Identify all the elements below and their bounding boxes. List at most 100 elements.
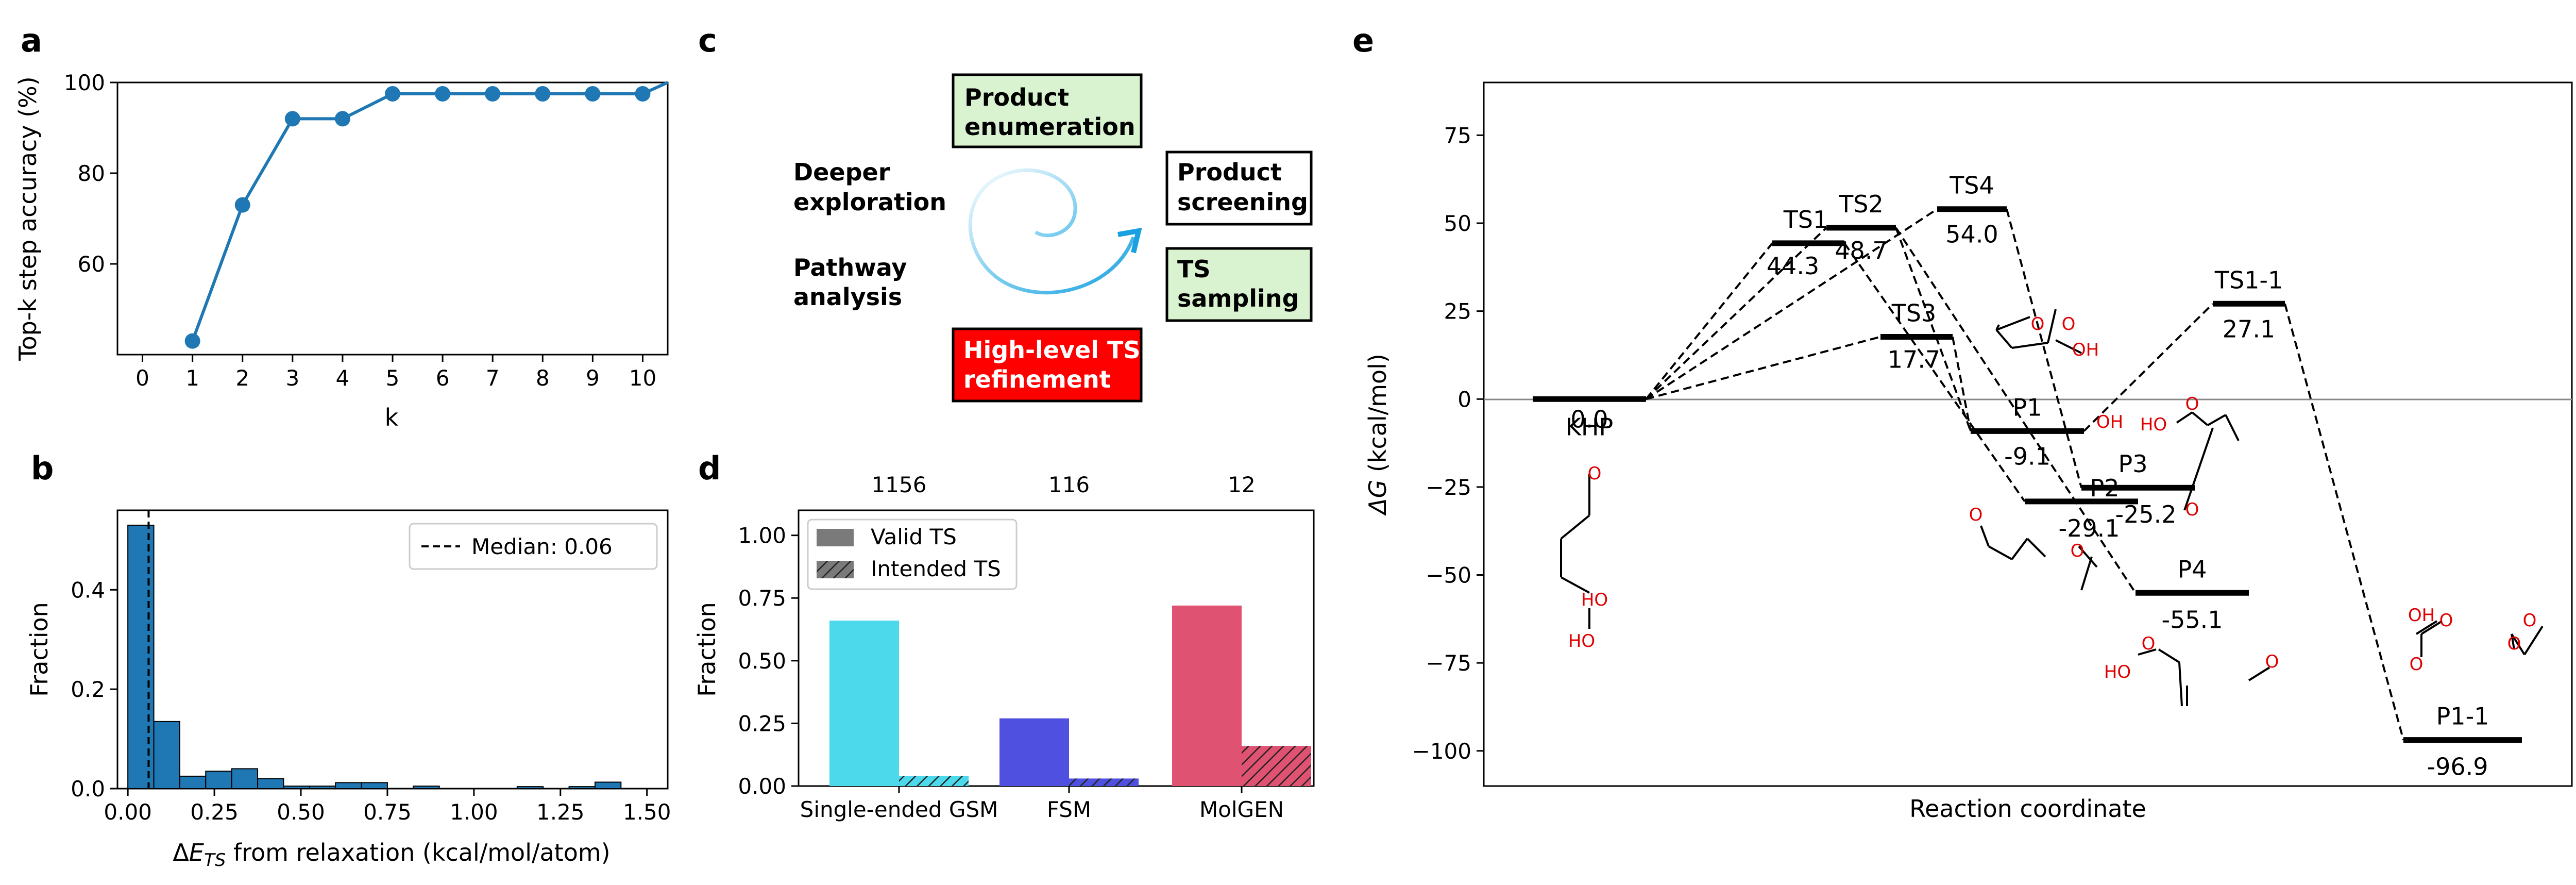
- y-tick-label: 75: [1444, 123, 1471, 148]
- panel-d-bar-chart: 0.00 0.25 0.50 0.75 1.00 Single-ended GSM 1156…: [693, 472, 1315, 822]
- panel-e-ylabel: ΔG (kcal/mol): [1364, 354, 1392, 516]
- histogram-bar: [335, 782, 362, 790]
- refinement-line2: refinement: [963, 365, 1111, 393]
- molecule-bond: [2523, 625, 2544, 656]
- species-label: TS4: [1949, 172, 1994, 199]
- molecule-bond: [2078, 545, 2098, 568]
- reaction-path-line: [1895, 227, 2137, 594]
- molecule-bond: [2047, 309, 2057, 343]
- histogram-bar: [568, 786, 596, 789]
- y-tick-label: 0: [1458, 387, 1471, 412]
- energy-value-label: -25.2: [2115, 500, 2176, 528]
- molecule-atom-label: O: [2507, 633, 2521, 654]
- accuracy-point: [435, 86, 451, 102]
- molecule-bond: [1561, 576, 1590, 594]
- molecule-atom-label: HO: [1581, 590, 1608, 610]
- y-tick-label: 0.4: [71, 577, 105, 603]
- x-tick-label: 5: [386, 365, 400, 391]
- panel-b-legend: Median: 0.06: [409, 523, 658, 570]
- energy-value-label: -9.1: [2004, 442, 2050, 470]
- molecule-atom-label: O: [2031, 314, 2045, 335]
- histogram-bar: [231, 768, 259, 790]
- x-tick-label: 1.00: [450, 799, 498, 825]
- panel-b-xlabel: ΔETS from relaxation (kcal/mol/atom): [173, 839, 610, 871]
- histogram-bar: [309, 786, 336, 790]
- species-label: TS1-1: [2214, 266, 2283, 294]
- energy-value-label: -29.1: [2058, 514, 2120, 542]
- molecule-atom-label: O: [2071, 541, 2084, 561]
- y-tick-label: 60: [78, 252, 105, 277]
- energy-value-label: -96.9: [2427, 753, 2488, 781]
- sample-count-label: 1156: [872, 472, 927, 497]
- species-label: KHP: [1566, 413, 1614, 441]
- x-tick-label: 3: [285, 365, 299, 391]
- legend-intended-hatch: [817, 561, 854, 578]
- histogram-bar: [153, 721, 180, 789]
- intended-ts-hatch: [1242, 746, 1311, 786]
- panel-a-line-chart: 0 1 2 3 4 5 6 7 8 9 10 60 80 100 k Top-k step accurac…: [14, 70, 669, 431]
- molecule-bond: [2080, 556, 2093, 591]
- molecule-bond: [1988, 545, 2012, 560]
- x-tick-label: 1.25: [536, 799, 585, 825]
- legend-median-label: Median: 0.06: [471, 534, 613, 559]
- molecule-bond: [2420, 620, 2443, 635]
- sample-count-label: 116: [1048, 472, 1090, 497]
- panel-label-d: d: [698, 449, 721, 487]
- x-tick-label: 0.50: [277, 799, 325, 825]
- valid-ts-bar: [1172, 605, 1242, 786]
- molecule-bond: [2138, 648, 2157, 656]
- histogram-bar: [179, 775, 207, 789]
- species-label: P1-1: [2436, 703, 2489, 730]
- x-tick-label: 0.75: [363, 799, 412, 825]
- category-label: MolGEN: [1199, 797, 1284, 822]
- reaction-path-line: [2284, 303, 2404, 741]
- energy-value-label: 48.7: [1835, 237, 1887, 264]
- molecule-bond: [1980, 525, 1990, 547]
- valid-ts-bar: [829, 621, 899, 786]
- legend-box: [409, 523, 658, 570]
- x-tick-label: 0.25: [190, 799, 239, 825]
- panel-e-frame: [1483, 81, 2573, 787]
- x-tick-label: 9: [586, 365, 600, 391]
- intended-ts-hatch: [899, 776, 969, 786]
- molecule-atom-label: O: [2265, 652, 2279, 672]
- sample-count-label: 12: [1228, 472, 1255, 497]
- molecule-atom-label: O: [2410, 654, 2424, 675]
- reaction-path-line: [1843, 242, 2026, 503]
- y-tick-label: 0.75: [738, 586, 786, 611]
- molecule-atom-label: O: [1969, 505, 1983, 525]
- x-tick-label: 2: [235, 365, 249, 391]
- accuracy-point: [585, 86, 601, 102]
- panel-label-e: e: [1352, 22, 1374, 59]
- molecule-atom-label: HO: [2104, 662, 2131, 682]
- product-screening-line2: screening: [1177, 188, 1308, 216]
- deeper-exploration-line1: Deeper: [793, 158, 890, 186]
- molecule-bond: [2511, 633, 2526, 656]
- molecule-atom-label: O: [2439, 610, 2453, 631]
- panel-a-xlabel: k: [385, 404, 399, 431]
- accuracy-point: [284, 111, 300, 127]
- panel-e-xlabel: Reaction coordinate: [1909, 795, 2146, 823]
- molecule-atom-label: OH: [2408, 605, 2435, 626]
- histogram-bar: [127, 524, 155, 790]
- category-label: FSM: [1047, 797, 1091, 822]
- x-tick-label: 7: [486, 365, 500, 391]
- species-label: TS1: [1783, 206, 1828, 233]
- energy-value-label: 0.0: [1570, 405, 1608, 433]
- histogram-bar: [516, 786, 544, 789]
- panel-b-histogram: 0.00 0.25 0.50 0.75 1.00 1.25 1.50 0.0 0.2 0.4 Me…: [25, 509, 671, 871]
- y-tick-label: 1.00: [738, 523, 786, 548]
- molecule-bond: [2511, 633, 2515, 650]
- accuracy-point: [385, 86, 400, 102]
- x-tick-label: 1.50: [623, 799, 671, 825]
- y-tick-label: 0.00: [738, 774, 786, 799]
- reaction-path-line: [1895, 227, 1972, 432]
- legend-box: [807, 519, 1018, 590]
- molecule-atom-label: O: [2185, 394, 2199, 414]
- panel-d-legend: Valid TS Intended TS: [807, 519, 1018, 590]
- molecule-bond: [2176, 411, 2193, 424]
- species-label: TS2: [1838, 190, 1884, 218]
- intended-ts-hatch: [1069, 778, 1139, 786]
- reaction-path-line: [1645, 208, 1938, 400]
